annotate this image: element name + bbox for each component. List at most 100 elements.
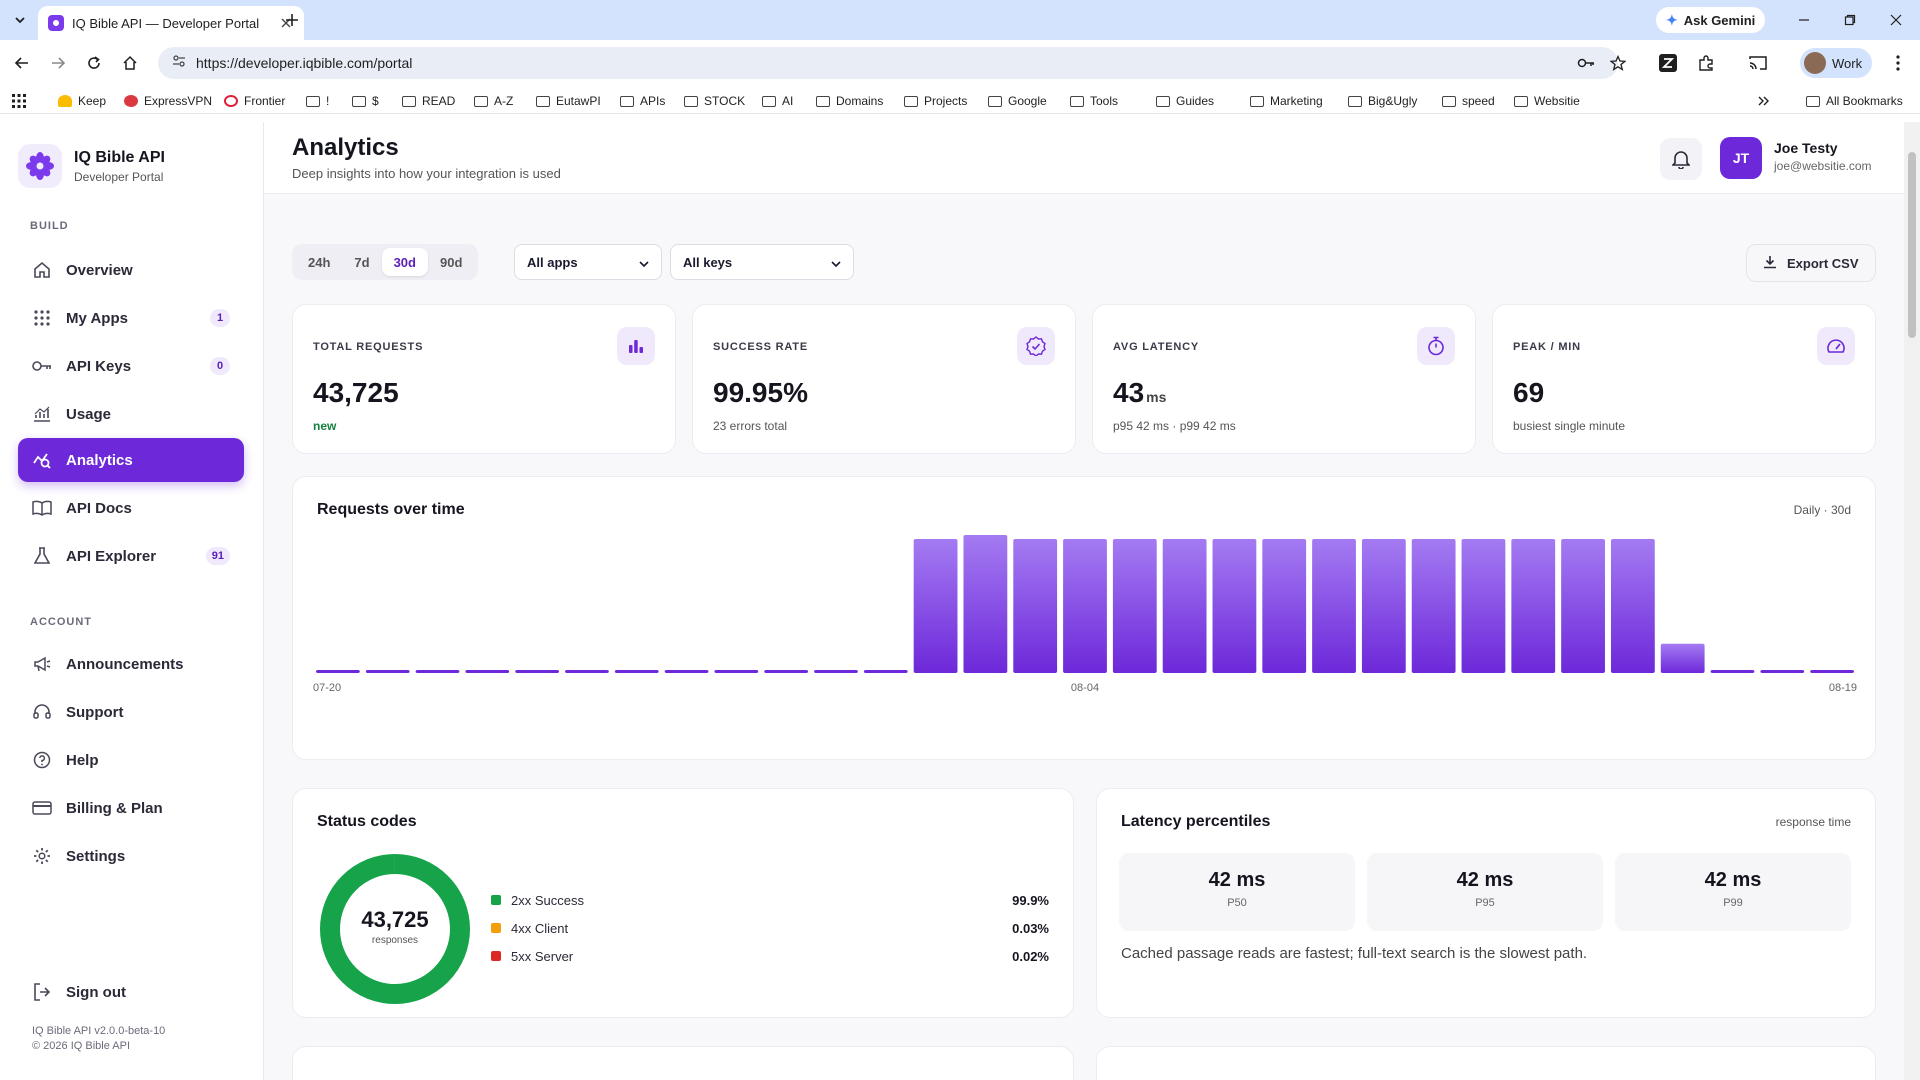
bookmark-folder[interactable]: AI bbox=[762, 92, 793, 110]
bar[interactable] bbox=[913, 539, 958, 673]
bookmark-folder[interactable]: READ bbox=[402, 92, 455, 110]
sidebar-item-my-apps[interactable]: My Apps 1 bbox=[18, 296, 244, 340]
new-tab-icon[interactable] bbox=[282, 10, 302, 30]
bar[interactable] bbox=[1262, 539, 1307, 673]
page-scrollbar[interactable] bbox=[1904, 122, 1920, 1080]
bookmark-folder[interactable]: Marketing bbox=[1250, 92, 1323, 110]
bar[interactable] bbox=[664, 670, 709, 673]
bar[interactable] bbox=[1760, 670, 1805, 673]
bar[interactable] bbox=[365, 670, 410, 673]
range-24h-button[interactable]: 24h bbox=[308, 254, 331, 270]
sidebar-item-api-docs[interactable]: API Docs bbox=[18, 486, 244, 530]
apps-select[interactable]: All apps bbox=[514, 244, 662, 280]
sidebar-item-api-explorer[interactable]: API Explorer 91 bbox=[18, 534, 244, 578]
sidebar-item-usage[interactable]: Usage bbox=[18, 392, 244, 436]
cast-icon[interactable] bbox=[1748, 53, 1768, 73]
bar[interactable] bbox=[1063, 539, 1107, 673]
bookmark-folder[interactable]: Tools bbox=[1070, 92, 1118, 110]
bar[interactable] bbox=[1461, 539, 1506, 673]
keys-select[interactable]: All keys bbox=[670, 244, 854, 280]
extension-z-icon[interactable] bbox=[1658, 53, 1678, 73]
restore-icon[interactable] bbox=[1840, 10, 1860, 30]
range-7d-button[interactable]: 7d bbox=[354, 254, 370, 270]
bar[interactable] bbox=[1312, 539, 1356, 673]
bar[interactable] bbox=[1511, 539, 1556, 673]
bar[interactable] bbox=[764, 670, 809, 673]
sidebar-item-billing[interactable]: Billing & Plan bbox=[18, 786, 244, 830]
back-icon[interactable] bbox=[10, 51, 34, 75]
bookmark-folder[interactable]: Domains bbox=[816, 92, 883, 110]
notifications-bell-icon[interactable] bbox=[1660, 138, 1702, 180]
bookmark-folder[interactable]: ! bbox=[306, 92, 329, 110]
bar[interactable] bbox=[465, 670, 510, 673]
bar[interactable] bbox=[1610, 539, 1655, 673]
bar[interactable] bbox=[1162, 539, 1207, 673]
ask-gemini-button[interactable]: ✦ Ask Gemini bbox=[1656, 7, 1766, 33]
bookmark-folder[interactable]: Guides bbox=[1156, 92, 1214, 110]
sign-out-button[interactable]: Sign out bbox=[18, 970, 244, 1014]
bar[interactable] bbox=[1212, 539, 1257, 673]
range-30d-button[interactable]: 30d bbox=[381, 248, 428, 276]
bar[interactable] bbox=[1361, 539, 1406, 673]
sidebar-item-support[interactable]: Support bbox=[18, 690, 244, 734]
bar[interactable] bbox=[614, 670, 659, 673]
sidebar-item-overview[interactable]: Overview bbox=[18, 248, 244, 292]
forward-icon[interactable] bbox=[46, 51, 70, 75]
bookmark-folder[interactable]: Big&Ugly bbox=[1348, 92, 1417, 110]
home-icon[interactable] bbox=[118, 51, 142, 75]
bar[interactable] bbox=[515, 670, 560, 673]
bar[interactable] bbox=[714, 670, 759, 673]
bar[interactable] bbox=[1660, 643, 1705, 673]
bookmark-folder[interactable]: EutawPI bbox=[536, 92, 601, 110]
reload-icon[interactable] bbox=[82, 51, 106, 75]
bar[interactable] bbox=[1810, 670, 1854, 673]
bar[interactable] bbox=[863, 670, 908, 673]
user-name[interactable]: Joe Testy bbox=[1774, 140, 1838, 156]
bookmark-keep[interactable]: Keep bbox=[58, 92, 106, 110]
bar[interactable] bbox=[1013, 539, 1058, 673]
scrollbar-thumb[interactable] bbox=[1908, 152, 1916, 338]
sidebar-item-analytics[interactable]: Analytics bbox=[18, 438, 244, 482]
bar[interactable] bbox=[1112, 539, 1157, 673]
tab-search-icon[interactable] bbox=[10, 10, 30, 30]
sidebar-item-api-keys[interactable]: API Keys 0 bbox=[18, 344, 244, 388]
sidebar-item-announcements[interactable]: Announcements bbox=[18, 642, 244, 686]
user-avatar[interactable]: JT bbox=[1720, 137, 1762, 179]
bookmark-folder[interactable]: APIs bbox=[620, 92, 665, 110]
bookmark-folder[interactable]: A-Z bbox=[474, 92, 513, 110]
bookmark-frontier[interactable]: Frontier bbox=[224, 92, 285, 110]
minimize-icon[interactable] bbox=[1794, 10, 1814, 30]
sidebar-item-settings[interactable]: Settings bbox=[18, 834, 244, 878]
bookmark-folder[interactable]: $ bbox=[352, 92, 379, 110]
range-90d-button[interactable]: 90d bbox=[439, 254, 463, 270]
brand[interactable]: IQ Bible API Developer Portal bbox=[18, 144, 165, 188]
sidebar-item-help[interactable]: Help bbox=[18, 738, 244, 782]
bar[interactable] bbox=[1411, 539, 1456, 673]
export-csv-button[interactable]: Export CSV bbox=[1746, 244, 1876, 282]
password-key-icon[interactable] bbox=[1576, 53, 1596, 73]
bookmark-folder[interactable]: Google bbox=[988, 92, 1047, 110]
all-bookmarks[interactable]: All Bookmarks bbox=[1806, 92, 1903, 110]
bar[interactable] bbox=[963, 535, 1008, 673]
apps-grid-icon[interactable] bbox=[12, 92, 26, 110]
bar[interactable] bbox=[1710, 670, 1755, 673]
close-window-icon[interactable] bbox=[1886, 10, 1906, 30]
profile-button[interactable]: Work bbox=[1800, 48, 1873, 78]
bookmark-expressvpn[interactable]: ExpressVPN bbox=[124, 92, 212, 110]
bar[interactable] bbox=[316, 670, 360, 673]
bookmarks-overflow-icon[interactable] bbox=[1758, 92, 1770, 110]
bookmark-folder[interactable]: STOCK bbox=[684, 92, 745, 110]
browser-tab[interactable]: IQ Bible API — Developer Portal bbox=[38, 6, 304, 40]
more-menu-icon[interactable] bbox=[1888, 53, 1908, 73]
bar[interactable] bbox=[415, 670, 460, 673]
site-info-icon[interactable] bbox=[172, 54, 186, 73]
bar[interactable] bbox=[1561, 539, 1605, 673]
bookmark-folder[interactable]: Projects bbox=[904, 92, 967, 110]
extensions-puzzle-icon[interactable] bbox=[1696, 53, 1716, 73]
address-bar[interactable]: https://developer.iqbible.com/portal bbox=[158, 47, 1618, 79]
bookmark-star-icon[interactable] bbox=[1608, 53, 1628, 73]
donut-slice[interactable] bbox=[320, 854, 470, 1004]
bar[interactable] bbox=[565, 670, 609, 673]
bookmark-folder[interactable]: Websitie bbox=[1514, 92, 1580, 110]
bookmark-folder[interactable]: speed bbox=[1442, 92, 1495, 110]
